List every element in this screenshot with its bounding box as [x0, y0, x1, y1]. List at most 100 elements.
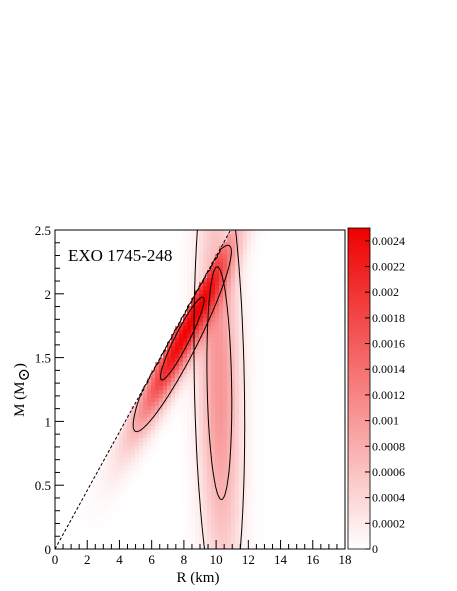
heatmap-cell [163, 434, 168, 439]
heatmap-cell [223, 382, 228, 387]
heatmap-cell [227, 258, 232, 263]
heatmap-cell [255, 530, 260, 535]
heatmap-cell [247, 394, 252, 399]
heatmap-cell [235, 334, 240, 339]
heatmap-cell [171, 358, 176, 363]
heatmap-cell [179, 234, 184, 239]
heatmap-cell [211, 426, 216, 431]
heatmap-cell [155, 406, 160, 411]
heatmap-cell [211, 242, 216, 247]
heatmap-cell [175, 294, 180, 299]
heatmap-cell [247, 298, 252, 303]
heatmap-cell [247, 350, 252, 355]
heatmap-cell [223, 438, 228, 443]
heatmap-cell [191, 274, 196, 279]
heatmap-cell [171, 350, 176, 355]
heatmap-cell [131, 446, 136, 451]
heatmap-cell [231, 466, 236, 471]
heatmap-cell [167, 382, 172, 387]
heatmap-cell [243, 322, 248, 327]
heatmap-cell [231, 530, 236, 535]
heatmap-cell [183, 498, 188, 503]
heatmap-cell [195, 406, 200, 411]
heatmap-cell [179, 254, 184, 259]
heatmap-cell [211, 506, 216, 511]
heatmap-cell [199, 498, 204, 503]
heatmap-cell [203, 318, 208, 323]
heatmap-cell [131, 430, 136, 435]
heatmap-cell [99, 490, 104, 495]
heatmap-cell [227, 286, 232, 291]
heatmap-cell [211, 374, 216, 379]
heatmap-cell [223, 378, 228, 383]
heatmap-cell [155, 446, 160, 451]
heatmap-cell [183, 298, 188, 303]
heatmap-cell [251, 450, 256, 455]
heatmap-cell [251, 282, 256, 287]
heatmap-cell [219, 378, 224, 383]
heatmap-cell [211, 502, 216, 507]
heatmap-cell [223, 538, 228, 543]
heatmap-cell [231, 502, 236, 507]
heatmap-cell [187, 334, 192, 339]
heatmap-cell [211, 346, 216, 351]
heatmap-cell [115, 502, 120, 507]
heatmap-cell [207, 446, 212, 451]
heatmap-cell [143, 458, 148, 463]
heatmap-cell [259, 454, 264, 459]
heatmap-cell [187, 238, 192, 243]
heatmap-cell [239, 250, 244, 255]
heatmap-cell [215, 234, 220, 239]
heatmap-cell [135, 474, 140, 479]
heatmap-cell [175, 346, 180, 351]
heatmap-cell [199, 262, 204, 267]
heatmap-cell [187, 430, 192, 435]
heatmap-cell [183, 490, 188, 495]
heatmap-cell [167, 374, 172, 379]
heatmap-cell [239, 338, 244, 343]
heatmap-cell [231, 494, 236, 499]
heatmap-cell [211, 370, 216, 375]
heatmap-cell [219, 278, 224, 283]
heatmap-cell [203, 518, 208, 523]
heatmap-cell [247, 402, 252, 407]
heatmap-cell [179, 286, 184, 291]
heatmap-cell [147, 430, 152, 435]
heatmap-cell [235, 390, 240, 395]
y-axis-label-main: M (M [12, 381, 28, 416]
heatmap-cell [223, 414, 228, 419]
heatmap-cell [79, 514, 84, 519]
heatmap-cell [203, 478, 208, 483]
heatmap-cell [99, 470, 104, 475]
heatmap-cell [183, 418, 188, 423]
heatmap-cell [239, 458, 244, 463]
heatmap-cell [187, 330, 192, 335]
heatmap-cell [207, 314, 212, 319]
heatmap-cell [151, 426, 156, 431]
heatmap-cell [243, 238, 248, 243]
heatmap-cell [191, 498, 196, 503]
heatmap-cell [247, 266, 252, 271]
heatmap-cell [119, 466, 124, 471]
heatmap-cell [203, 538, 208, 543]
heatmap-cell [151, 446, 156, 451]
heatmap-cell [175, 418, 180, 423]
heatmap-cell [231, 254, 236, 259]
heatmap-cell [219, 350, 224, 355]
heatmap-cell [191, 230, 196, 235]
heatmap-cell [183, 458, 188, 463]
heatmap-cell [255, 346, 260, 351]
heatmap-cell [239, 342, 244, 347]
heatmap-cell [135, 406, 140, 411]
heatmap-cell [135, 478, 140, 483]
heatmap-cell [111, 446, 116, 451]
heatmap-cell [179, 306, 184, 311]
heatmap-cell [155, 430, 160, 435]
heatmap-cell [243, 382, 248, 387]
heatmap-cell [203, 498, 208, 503]
heatmap-cell [223, 470, 228, 475]
colorbar-tick-label: 0.0016 [372, 337, 405, 351]
heatmap-cell [195, 414, 200, 419]
heatmap-cell [255, 442, 260, 447]
heatmap-cell [239, 354, 244, 359]
